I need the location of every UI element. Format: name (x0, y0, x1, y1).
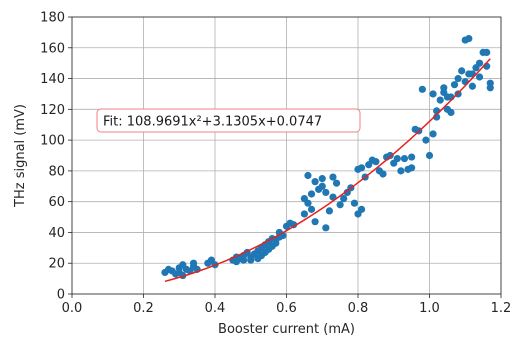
y-axis-label: THz signal (mV) (13, 104, 28, 208)
y-tick-label: 140 (40, 72, 65, 87)
data-point (436, 96, 444, 104)
data-point (290, 221, 298, 229)
data-point (422, 136, 430, 144)
fit-curve (164, 58, 491, 283)
data-point (318, 182, 326, 190)
data-point (486, 84, 494, 92)
data-point (189, 259, 198, 267)
data-point (386, 151, 394, 160)
data-point (447, 108, 455, 117)
x-tick-label: 0.6 (276, 301, 297, 316)
y-tick-label: 100 (40, 134, 65, 149)
x-tick-label: 1.0 (419, 301, 440, 316)
data-point (408, 164, 416, 172)
data-point (468, 82, 476, 90)
data-point (408, 153, 416, 161)
data-point (311, 178, 319, 186)
data-point (357, 164, 366, 172)
data-point (307, 190, 316, 198)
data-point (379, 170, 387, 178)
data-point (483, 48, 491, 56)
data-point (458, 67, 466, 75)
data-point (329, 173, 337, 181)
data-point (425, 151, 434, 160)
data-point (429, 90, 437, 98)
data-point (304, 199, 312, 207)
x-axis-label: Booster current (mA) (218, 322, 355, 337)
data-point (304, 171, 312, 180)
data-point (475, 73, 484, 81)
data-point (311, 218, 319, 226)
data-point (418, 85, 426, 93)
x-tick-label: 1.2 (491, 301, 512, 316)
data-point (318, 174, 326, 183)
x-tick-label: 0.8 (348, 301, 369, 316)
fit-annotation-text: Fit: 108.9691x²+3.1305x+0.0747 (103, 115, 322, 130)
fit-annotation: Fit: 108.9691x²+3.1305x+0.0747 (96, 108, 361, 133)
data-point (372, 158, 380, 166)
data-point (325, 207, 333, 215)
data-point (433, 107, 441, 115)
data-point (397, 167, 405, 175)
data-point (440, 84, 448, 92)
x-tick-label: 0.2 (133, 301, 154, 316)
y-tick-label: 160 (40, 41, 65, 56)
y-tick-label: 0 (57, 288, 65, 303)
data-point (300, 210, 308, 218)
fit-annotation-box (96, 108, 361, 133)
data-point (307, 205, 316, 213)
y-tick-label: 20 (48, 257, 65, 272)
y-tick-label: 40 (48, 226, 65, 241)
data-point (450, 81, 459, 89)
data-point (465, 34, 473, 43)
x-tick-label: 0.4 (205, 301, 226, 316)
axis-ticks: 0.0 0.2 0.4 0.6 0.8 1.0 1.2 0 20 40 60 80 100 120 140 1… (40, 11, 511, 317)
data-point (393, 154, 401, 163)
y-tick-label: 180 (40, 11, 65, 26)
data-point (332, 179, 341, 187)
y-tick-label: 80 (48, 164, 65, 179)
data-point (247, 256, 255, 264)
data-point (350, 199, 359, 207)
data-point (400, 154, 409, 163)
data-point (322, 224, 330, 232)
data-point (429, 130, 437, 138)
y-tick-label: 60 (48, 195, 65, 210)
data-point (322, 188, 330, 197)
y-tick-label: 120 (40, 103, 65, 118)
data-point (454, 74, 462, 83)
data-point (475, 59, 484, 67)
data-point (340, 194, 348, 203)
data-point (357, 205, 366, 213)
x-tick-label: 0.0 (62, 301, 83, 316)
data-point (461, 78, 469, 86)
data-point (336, 201, 344, 209)
